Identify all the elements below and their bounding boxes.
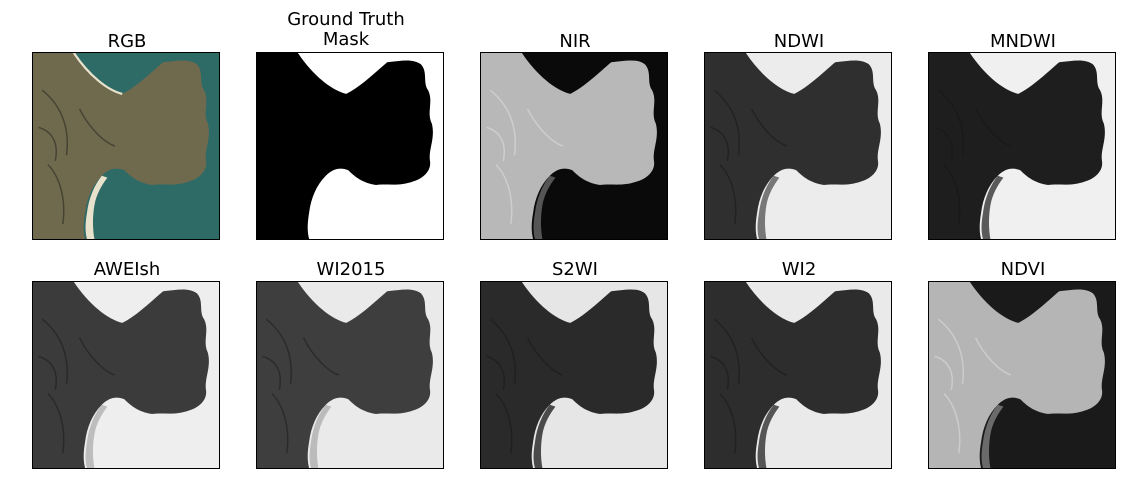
land-region <box>705 282 881 468</box>
shore-line <box>72 53 123 96</box>
land-texture-line <box>710 126 729 162</box>
land-region <box>257 282 433 468</box>
beach-strip <box>85 404 108 468</box>
land-texture-line <box>78 108 116 147</box>
land-texture-line <box>719 393 737 454</box>
coastline-figure <box>705 53 891 239</box>
beach-strip <box>533 175 556 239</box>
land-texture-line <box>302 337 340 376</box>
beach-strip <box>85 175 108 239</box>
beach-strip <box>309 175 332 239</box>
beach-strip <box>533 404 556 468</box>
land-texture-line <box>78 337 116 376</box>
land-texture-line <box>489 318 516 385</box>
panel-title-nir: NIR <box>559 31 591 52</box>
land-region <box>257 53 433 239</box>
panel-title-wi2: WI2 <box>781 259 817 280</box>
land-texture-line <box>47 164 65 225</box>
coastline-figure <box>929 53 1115 239</box>
panel-image-ndwi <box>704 52 892 240</box>
land-texture-line <box>271 393 289 454</box>
beach-strip <box>981 175 1004 239</box>
panel-title-s2wi: S2WI <box>552 259 598 280</box>
land-texture-line <box>719 164 737 225</box>
land-region <box>481 53 657 239</box>
land-region <box>33 282 209 468</box>
panel-image-mask <box>256 52 444 240</box>
coastline-figure <box>929 282 1115 468</box>
panel-image-rgb <box>32 52 220 240</box>
land-texture-line <box>750 108 788 147</box>
land-texture-line <box>38 126 57 162</box>
land-texture-line <box>486 126 505 162</box>
panel-image-nir <box>480 52 668 240</box>
land-texture-line <box>750 337 788 376</box>
land-texture-line <box>38 355 57 391</box>
land-texture-line <box>710 355 729 391</box>
land-texture-line <box>943 164 961 225</box>
land-region <box>481 282 657 468</box>
land-region <box>929 282 1105 468</box>
panel-title-ndvi: NDVI <box>1000 259 1046 280</box>
coastline-figure <box>33 282 219 468</box>
land-region <box>929 53 1105 239</box>
land-texture-line <box>974 337 1012 376</box>
land-texture-line <box>265 318 292 385</box>
land-texture-line <box>937 318 964 385</box>
panel-image-aweish <box>32 281 220 469</box>
coastline-figure <box>33 53 219 239</box>
land-texture-line <box>934 126 953 162</box>
land-texture-line <box>937 89 964 156</box>
coastline-figure <box>481 282 667 468</box>
land-texture-line <box>47 393 65 454</box>
panel-image-wi2015 <box>256 281 444 469</box>
beach-strip <box>757 175 780 239</box>
land-region <box>33 53 209 239</box>
coastline-figure <box>257 53 443 239</box>
panel-title-ndwi: NDWI <box>773 31 825 52</box>
coastline-figure <box>481 53 667 239</box>
land-texture-line <box>41 318 68 385</box>
coastline-figure <box>257 282 443 468</box>
panel-image-wi2 <box>704 281 892 469</box>
land-texture-line <box>41 89 68 156</box>
beach-strip <box>309 404 332 468</box>
panel-image-s2wi <box>480 281 668 469</box>
land-texture-line <box>974 108 1012 147</box>
panel-title-mndwi: MNDWI <box>990 31 1056 52</box>
panel-title-mask: Ground Truth Mask <box>287 9 405 50</box>
panel-title-wi2015: WI2015 <box>316 259 386 280</box>
land-texture-line <box>486 355 505 391</box>
beach-strip <box>981 404 1004 468</box>
land-texture-line <box>495 164 513 225</box>
land-texture-line <box>713 318 740 385</box>
land-texture-line <box>934 355 953 391</box>
land-texture-line <box>262 355 281 391</box>
land-texture-line <box>713 89 740 156</box>
panel-title-aweish: AWEIsh <box>93 259 161 280</box>
land-texture-line <box>489 89 516 156</box>
land-texture-line <box>943 393 961 454</box>
panel-image-mndwi <box>928 52 1116 240</box>
land-texture-line <box>526 337 564 376</box>
panel-title-rgb: RGB <box>107 31 147 52</box>
beach-strip <box>757 404 780 468</box>
land-texture-line <box>526 108 564 147</box>
land-texture-line <box>495 393 513 454</box>
panel-image-ndvi <box>928 281 1116 469</box>
land-region <box>705 53 881 239</box>
coastline-figure <box>705 282 891 468</box>
